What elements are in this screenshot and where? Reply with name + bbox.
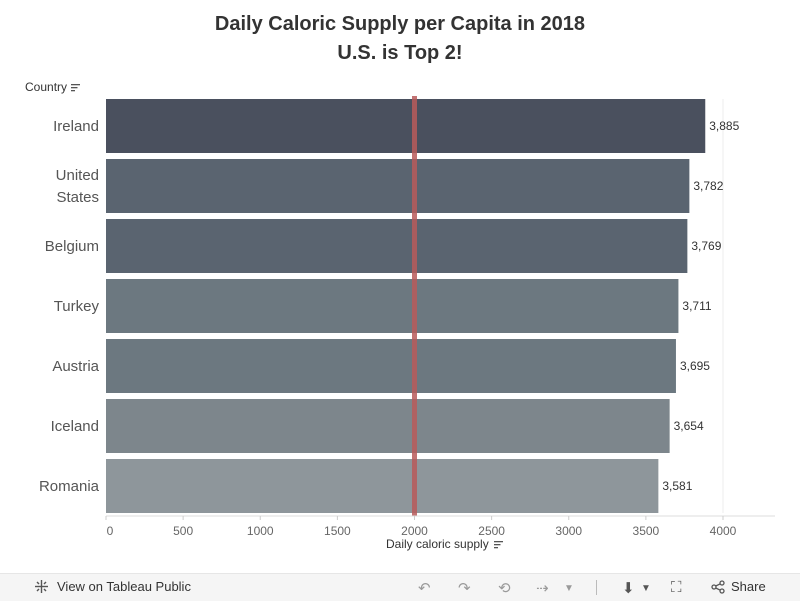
chart-title-line-1: Daily Caloric Supply per Capita in 2018 <box>214 13 586 35</box>
category-label: Iceland <box>51 418 99 435</box>
view-on-tableau-public-label: View on Tableau Public <box>57 579 191 594</box>
bar-united-states[interactable] <box>106 159 690 213</box>
bar-ireland[interactable] <box>106 99 706 153</box>
x-tick-label: 3500 <box>633 524 660 538</box>
data-label: 3,654 <box>674 419 704 433</box>
category-label: Romania <box>39 478 100 495</box>
sort-icon[interactable] <box>71 83 81 92</box>
category-label: Turkey <box>54 298 100 315</box>
tableau-toolbar: View on Tableau Public ↶ ↷ ⟲ ⇢ ▼ ⬇ ▼ ⛶ S… <box>0 573 800 601</box>
reference-line[interactable] <box>412 96 417 516</box>
x-tick-label: 3000 <box>555 524 582 538</box>
bar-romania[interactable] <box>106 459 659 513</box>
refresh-icon[interactable]: ⇢ <box>536 580 549 597</box>
row-header[interactable]: Country <box>25 80 81 94</box>
chevron-down-icon[interactable]: ▼ <box>641 583 651 594</box>
redo-icon[interactable]: ↷ <box>458 580 471 597</box>
data-label: 3,711 <box>682 299 711 313</box>
data-label: 3,695 <box>680 359 710 373</box>
x-axis-title-label: Daily caloric supply <box>386 537 489 551</box>
share-label: Share <box>731 579 766 594</box>
row-header-label: Country <box>25 80 68 94</box>
x-tick-label: 2000 <box>401 524 428 538</box>
share-button[interactable]: Share <box>711 579 766 594</box>
fullscreen-icon[interactable]: ⛶ <box>671 579 682 596</box>
revert-icon[interactable]: ⟲ <box>498 580 511 597</box>
x-tick-label: 0 <box>107 524 114 538</box>
chart-title-line-2: U.S. is Top 2! <box>337 42 463 64</box>
category-label: Ireland <box>53 118 99 135</box>
category-label: Austria <box>52 358 99 375</box>
x-tick-label: 4000 <box>710 524 737 538</box>
x-tick-label: 500 <box>173 524 193 538</box>
bar-austria[interactable] <box>106 339 676 393</box>
category-label: United <box>56 167 99 184</box>
data-label: 3,885 <box>709 119 739 133</box>
x-tick-label: 1500 <box>324 524 351 538</box>
share-icon <box>711 579 725 594</box>
x-tick-label: 2500 <box>478 524 505 538</box>
bar-iceland[interactable] <box>106 399 670 453</box>
download-icon[interactable]: ⬇ <box>622 580 635 597</box>
sort-icon[interactable] <box>493 540 503 549</box>
view-on-tableau-public-link[interactable]: View on Tableau Public <box>34 579 191 594</box>
data-label: 3,769 <box>691 239 721 253</box>
undo-icon[interactable]: ↶ <box>418 580 431 597</box>
bar-belgium[interactable] <box>106 219 688 273</box>
data-label: 3,581 <box>662 479 692 493</box>
data-label: 3,782 <box>693 179 723 193</box>
category-label: States <box>56 189 99 206</box>
toolbar-divider <box>596 580 597 595</box>
x-tick-label: 1000 <box>247 524 274 538</box>
chart-title: Daily Caloric Supply per Capita in 2018 … <box>0 10 800 68</box>
tableau-logo-icon <box>35 580 48 593</box>
bar-chart: 3,885 Ireland 3,782 United States 3,769 Belgiu… <box>39 96 775 538</box>
bar-turkey[interactable] <box>106 279 679 333</box>
chevron-down-icon[interactable]: ▼ <box>564 583 574 594</box>
category-label: Belgium <box>45 238 99 255</box>
